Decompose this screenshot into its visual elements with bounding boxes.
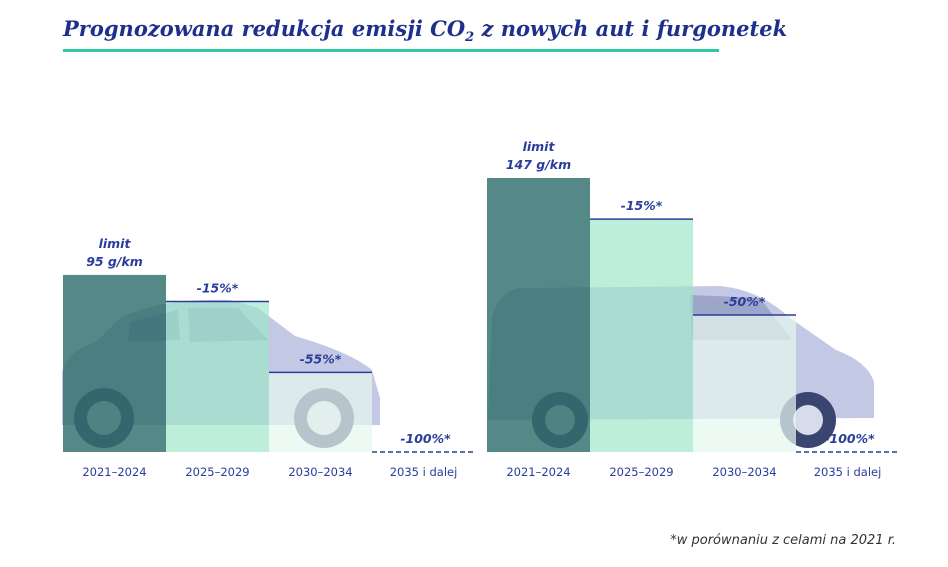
data-label: 147 g/km xyxy=(506,157,571,172)
bar-car-1 xyxy=(166,301,269,452)
data-label: -50%* xyxy=(724,294,766,309)
data-label: limit xyxy=(99,236,132,251)
data-label: -100%* xyxy=(824,431,875,446)
bar-van-1 xyxy=(590,219,693,452)
bar-car-2 xyxy=(269,372,372,452)
van-hubcap xyxy=(793,405,823,435)
category-label: 2021–2024 xyxy=(506,465,570,479)
data-label: 95 g/km xyxy=(86,254,143,269)
data-label: limit xyxy=(523,139,556,154)
bar-van-2 xyxy=(693,315,796,452)
category-label: 2035 i dalej xyxy=(814,465,882,479)
bar-van-0 xyxy=(487,178,590,452)
title-underline xyxy=(63,49,719,52)
category-label: 2030–2034 xyxy=(288,465,352,479)
category-label: 2030–2034 xyxy=(712,465,776,479)
data-label: -15%* xyxy=(621,198,663,213)
category-label: 2025–2029 xyxy=(185,465,249,479)
category-label: 2035 i dalej xyxy=(390,465,458,479)
bar-car-0 xyxy=(63,274,166,452)
category-label: 2021–2024 xyxy=(82,465,146,479)
data-label: -100%* xyxy=(400,431,451,446)
data-label: -55%* xyxy=(300,351,342,366)
data-label: -15%* xyxy=(197,280,239,295)
category-label: 2025–2029 xyxy=(609,465,673,479)
chart-title: Prognozowana redukcja emisji CO2 z nowyc… xyxy=(63,16,788,46)
footnote: *w porównaniu z celami na 2021 r. xyxy=(670,533,896,548)
